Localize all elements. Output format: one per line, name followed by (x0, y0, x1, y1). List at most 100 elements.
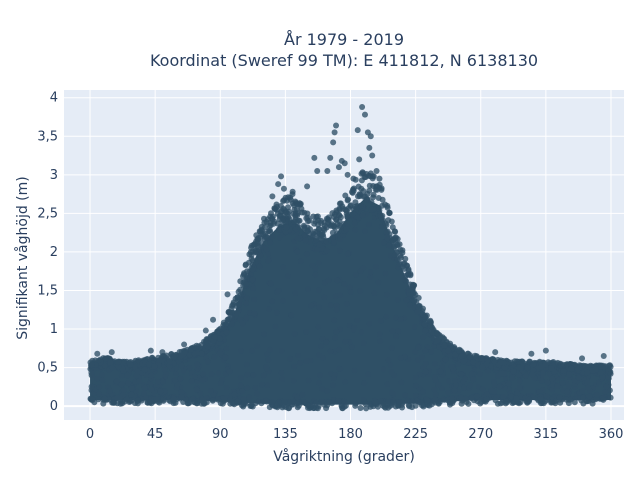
data-point (95, 390, 102, 397)
data-point (291, 363, 298, 370)
data-point (333, 328, 340, 335)
data-point (305, 377, 312, 384)
data-point (367, 269, 374, 276)
data-point (431, 374, 438, 380)
data-point (484, 367, 491, 374)
data-point (461, 384, 468, 391)
data-point (357, 288, 364, 294)
data-point (379, 196, 386, 203)
data-point (248, 255, 255, 262)
data-point (422, 368, 429, 375)
data-point (267, 346, 273, 353)
data-point (406, 286, 413, 293)
data-point (243, 300, 250, 307)
data-point (237, 382, 244, 389)
data-point (584, 398, 591, 405)
data-point (395, 328, 402, 335)
data-point (384, 381, 391, 388)
data-point (371, 290, 378, 297)
data-point (242, 262, 249, 269)
data-point (351, 367, 358, 374)
data-point (306, 217, 313, 224)
data-point (470, 376, 477, 383)
data-point (379, 202, 386, 209)
data-point (594, 391, 600, 398)
data-point (557, 399, 564, 406)
data-point (273, 403, 280, 409)
data-point (503, 398, 510, 405)
data-point (146, 399, 153, 406)
data-point (491, 378, 497, 385)
data-point (500, 394, 507, 400)
data-point (237, 296, 244, 303)
data-point (342, 378, 349, 385)
data-point (336, 365, 343, 372)
data-point (376, 331, 383, 338)
data-point (421, 321, 428, 328)
y-tick-label: 3,5 (37, 129, 58, 144)
data-point (514, 390, 521, 397)
data-point (410, 290, 417, 297)
data-point (141, 366, 148, 373)
data-point (359, 169, 366, 176)
data-point (177, 375, 184, 382)
x-tick-label: 135 (273, 427, 298, 442)
data-point (305, 402, 312, 409)
data-point (251, 296, 258, 303)
data-point (428, 319, 434, 326)
data-point (325, 219, 332, 226)
data-point (280, 297, 286, 304)
data-point (312, 271, 319, 278)
data-point (141, 390, 147, 397)
data-point (331, 222, 337, 229)
data-point (276, 226, 282, 233)
data-point (123, 396, 130, 403)
data-point (200, 371, 207, 378)
data-point (394, 256, 401, 263)
data-point (160, 397, 167, 404)
data-point (378, 213, 385, 220)
data-point (346, 284, 353, 291)
data-point (522, 372, 529, 379)
data-point (248, 402, 255, 409)
data-point (468, 372, 475, 378)
data-point (343, 226, 350, 233)
data-point (482, 398, 489, 405)
data-point (318, 220, 324, 226)
data-point (251, 310, 258, 317)
data-point (341, 403, 348, 410)
data-point (419, 354, 426, 361)
data-point (564, 361, 571, 368)
data-point (217, 335, 223, 342)
data-point (352, 199, 359, 206)
data-point (301, 399, 307, 405)
outlier-point (376, 175, 383, 182)
data-point (337, 292, 344, 299)
outlier-point (324, 167, 331, 174)
data-point (208, 371, 215, 378)
data-point (483, 391, 490, 398)
data-point (193, 386, 200, 393)
data-point (432, 399, 439, 406)
data-point (217, 380, 224, 387)
data-point (497, 359, 504, 366)
outlier-point (367, 133, 374, 140)
data-point (536, 389, 543, 396)
data-point (497, 400, 504, 407)
data-point (267, 239, 274, 246)
data-point (463, 399, 470, 405)
data-point (259, 381, 266, 388)
y-tick-label: 4 (50, 91, 58, 106)
y-axis-title: Signifikant våghöjd (m) (14, 176, 31, 339)
y-tick-label: 1 (50, 322, 58, 337)
data-point (276, 234, 283, 241)
data-point (263, 246, 270, 253)
data-point (409, 398, 416, 405)
outlier-point (359, 103, 366, 110)
data-point (154, 378, 161, 385)
data-point (118, 381, 125, 388)
data-point (102, 355, 109, 362)
data-point (395, 402, 402, 409)
data-point (445, 378, 452, 385)
data-point (261, 224, 268, 231)
